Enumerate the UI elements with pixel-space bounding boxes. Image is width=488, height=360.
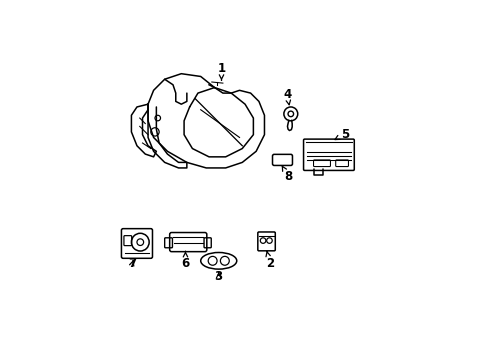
Text: 8: 8 — [282, 166, 291, 183]
Text: 2: 2 — [265, 251, 273, 270]
Text: 4: 4 — [283, 88, 291, 105]
Text: 1: 1 — [217, 62, 225, 80]
Text: 6: 6 — [181, 252, 189, 270]
Text: 7: 7 — [128, 257, 136, 270]
Text: 3: 3 — [214, 270, 223, 283]
Text: 5: 5 — [334, 128, 348, 141]
